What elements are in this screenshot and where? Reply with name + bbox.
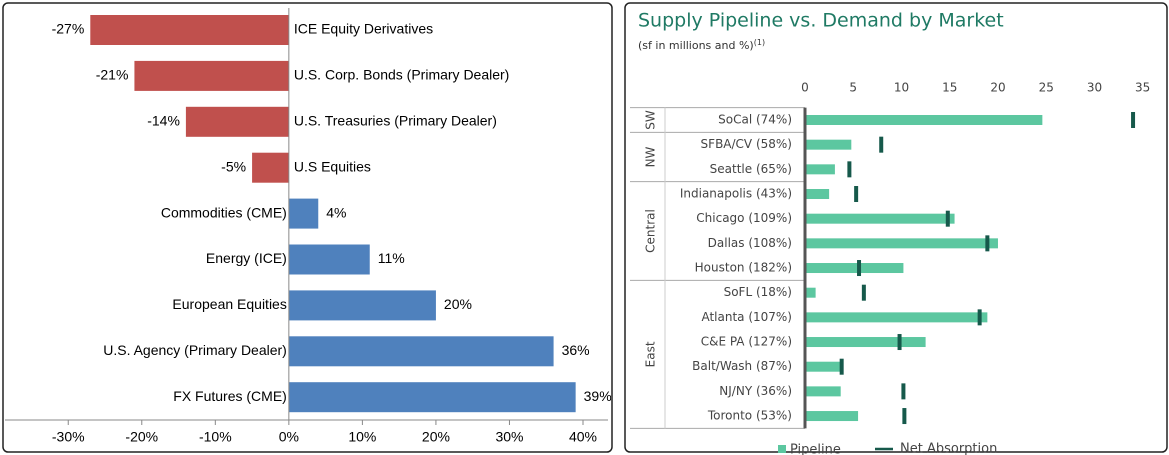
group-label: SW <box>644 110 658 130</box>
x-tick-label: 20 <box>990 81 1005 95</box>
category-label: U.S Equities <box>294 158 371 174</box>
absorption-marker <box>897 334 902 351</box>
x-tick-label: 40% <box>569 429 597 445</box>
bar <box>134 60 289 91</box>
pipeline-bar <box>805 238 998 249</box>
value-label: -21% <box>96 67 129 83</box>
x-tick-label: 10 <box>894 81 909 95</box>
group-label: NW <box>644 146 658 167</box>
category-label: Houston (182%) <box>695 261 792 275</box>
pipeline-bar <box>805 164 835 175</box>
pipeline-bar <box>805 189 830 200</box>
category-label: European Equities <box>172 296 286 312</box>
value-label: 36% <box>562 342 590 358</box>
value-label: -27% <box>52 21 85 37</box>
category-label: Seattle (65%) <box>710 162 792 176</box>
value-label: 39% <box>584 388 612 404</box>
left-chart: -27% ICE Equity Derivatives -21% U.S. Corp.… <box>5 8 612 445</box>
category-label: Dallas (108%) <box>708 236 792 250</box>
x-tick-label: 10% <box>348 429 376 445</box>
legend-label: Net Absorption <box>900 442 997 455</box>
legend-label: Pipeline <box>790 443 841 455</box>
pipeline-bar <box>805 139 852 150</box>
absorption-marker <box>977 309 982 326</box>
x-tick-label: -10% <box>199 429 232 445</box>
absorption-marker <box>945 210 950 227</box>
value-label: 11% <box>378 250 405 266</box>
absorption-marker <box>902 408 907 425</box>
absorption-marker <box>857 260 862 277</box>
category-label: C&E PA (127%) <box>701 335 792 349</box>
bar <box>90 15 289 45</box>
category-label: SFBA/CV (58%) <box>701 137 792 151</box>
pipeline-bar <box>805 411 859 422</box>
absorption-marker <box>1131 112 1136 128</box>
group-label: Central <box>644 209 658 253</box>
category-label: NJ/NY (36%) <box>719 384 792 398</box>
category-label: Commodities (CME) <box>161 204 287 220</box>
category-label: Atlanta (107%) <box>701 310 792 324</box>
value-label: -5% <box>221 158 246 174</box>
absorption-marker <box>879 136 884 153</box>
x-tick-label: 25 <box>1039 81 1054 95</box>
pipeline-bar <box>805 312 988 323</box>
bar <box>252 152 289 183</box>
pipeline-bar <box>805 361 843 372</box>
category-label: U.S. Agency (Primary Dealer) <box>103 342 287 358</box>
value-label: 20% <box>444 296 472 312</box>
category-label: FX Futures (CME) <box>173 388 287 404</box>
x-tick-label: 15 <box>942 81 957 95</box>
category-label: SoFL (18%) <box>724 285 792 299</box>
x-tick-label: 35 <box>1135 81 1150 95</box>
chart-subtitle: (sf in millions and %)(1) <box>638 38 765 53</box>
bar <box>288 336 554 367</box>
x-tick-label: 0% <box>279 429 299 445</box>
category-label: Energy (ICE) <box>206 250 287 266</box>
bar <box>185 106 289 137</box>
absorption-marker <box>901 383 906 400</box>
pipeline-bar <box>805 386 841 397</box>
bar <box>288 382 576 413</box>
category-label: U.S. Treasuries (Primary Dealer) <box>294 113 497 129</box>
category-label: SoCal (74%) <box>718 113 792 127</box>
absorption-marker <box>854 186 859 203</box>
category-label: ICE Equity Derivatives <box>294 21 433 37</box>
bar <box>288 290 436 321</box>
right-panel <box>624 2 1168 453</box>
category-label: Indianapolis (43%) <box>680 187 792 201</box>
category-label: Balt/Wash (87%) <box>692 359 792 373</box>
x-tick-label: 0 <box>801 81 809 95</box>
pipeline-bar <box>805 337 926 348</box>
legend-swatch <box>778 445 786 453</box>
absorption-marker <box>861 284 866 301</box>
category-label: Toronto (53%) <box>707 409 792 423</box>
bar <box>288 244 370 275</box>
x-tick-label: 5 <box>849 81 857 95</box>
chart-title: Supply Pipeline vs. Demand by Market <box>638 10 1004 32</box>
subtitle-note: (1) <box>754 38 765 47</box>
pipeline-bar <box>805 287 816 298</box>
right-chart: Supply Pipeline vs. Demand by Market (sf… <box>630 10 1150 455</box>
bar <box>288 198 319 229</box>
absorption-marker <box>839 358 844 375</box>
x-tick-label: 20% <box>422 429 450 445</box>
x-tick-label: 30 <box>1087 81 1102 95</box>
x-tick-label: -30% <box>52 429 85 445</box>
value-label: 4% <box>326 204 346 220</box>
absorption-marker <box>847 161 852 178</box>
category-label: Chicago (109%) <box>696 211 792 225</box>
pipeline-bar <box>805 263 904 274</box>
pipeline-bar <box>805 213 955 224</box>
value-label: -14% <box>147 113 180 129</box>
group-label: East <box>644 341 658 367</box>
absorption-marker <box>985 235 990 252</box>
subtitle: (sf in millions and %) <box>638 39 754 52</box>
x-tick-label: -20% <box>125 429 158 445</box>
x-tick-label: 30% <box>495 429 523 445</box>
pipeline-bar <box>805 115 1043 125</box>
category-label: U.S. Corp. Bonds (Primary Dealer) <box>294 67 510 83</box>
